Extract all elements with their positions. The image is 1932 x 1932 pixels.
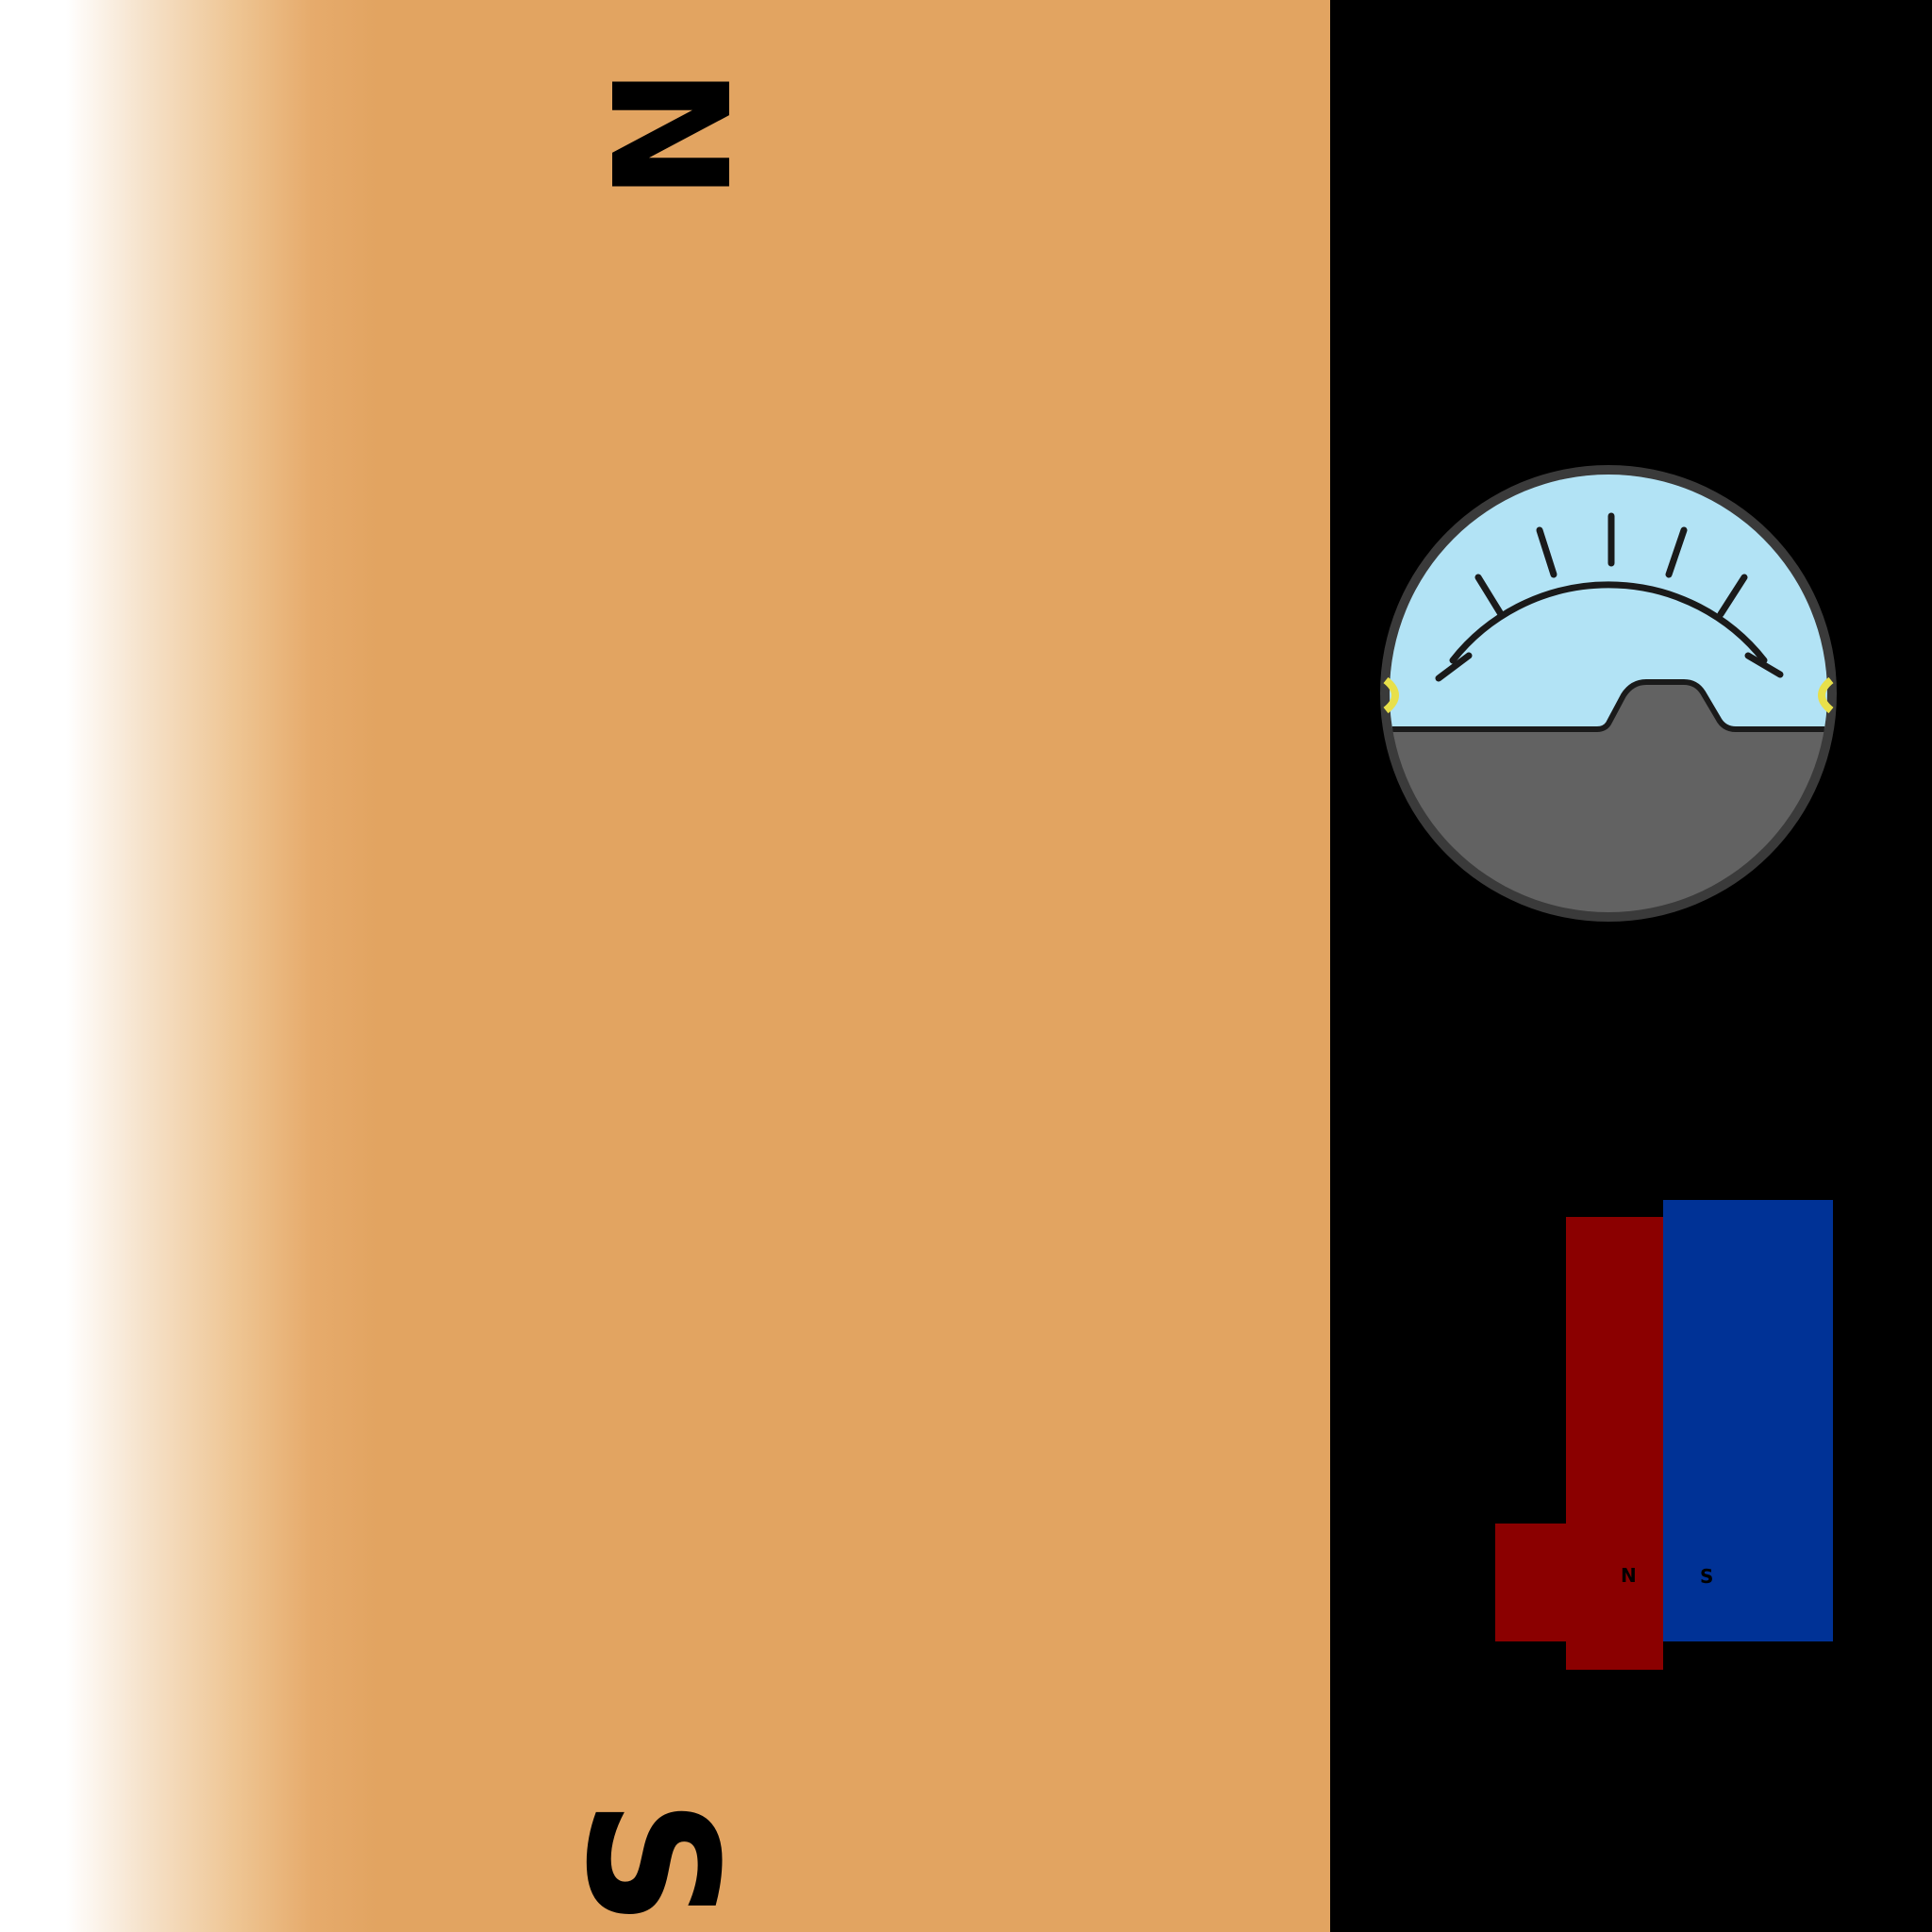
large-magnet-north-label: N: [574, 66, 760, 202]
galvanometer-icon: [1380, 465, 1837, 922]
small-magnet-north-label: N: [1621, 1564, 1637, 1587]
galvanometer-face-edge: [1390, 679, 1827, 732]
small-magnet-south-label: S: [1700, 1565, 1714, 1588]
large-bar-magnet: N S: [0, 0, 1330, 1932]
small-magnet-base-tab: [1495, 1524, 1571, 1641]
galvanometer-terminal-right: [1818, 676, 1834, 714]
galvanometer-terminal-left: [1383, 676, 1399, 714]
large-magnet-south-label: S: [546, 1798, 756, 1927]
galvanometer-scale: [1435, 512, 1784, 682]
small-magnet-north-pole: [1566, 1217, 1663, 1670]
galvanometer-dial-face: [1390, 475, 1827, 729]
small-magnet-south-pole: [1663, 1200, 1833, 1641]
